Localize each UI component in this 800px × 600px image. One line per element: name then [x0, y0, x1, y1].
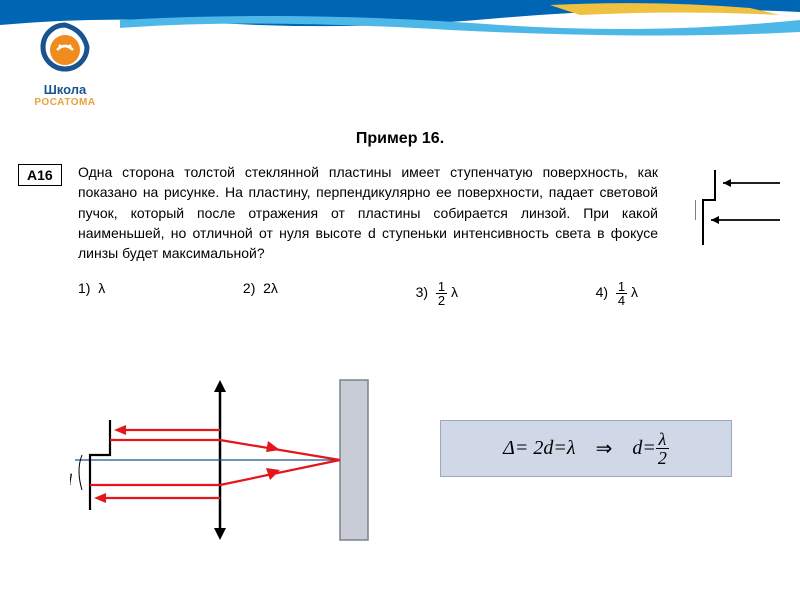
optics-diagram: d — [70, 370, 390, 550]
option-1: 1) λ — [78, 280, 105, 307]
formula-box: Δ = 2d = λ ⇒ d = λ2 — [440, 420, 732, 477]
option-2: 2) 2λ — [243, 280, 278, 307]
header-band — [0, 0, 800, 50]
logo: Школа РОСАТОМА — [20, 20, 110, 108]
answer-options: 1) λ 2) 2λ 3) 12 λ 4) 14 λ — [78, 280, 638, 307]
option-4: 4) 14 λ — [596, 280, 638, 307]
d-label-optics: d — [70, 472, 73, 489]
option-3: 3) 12 λ — [416, 280, 458, 307]
problem-label: А16 — [18, 164, 62, 186]
logo-text-1: Школа — [20, 82, 110, 97]
logo-icon — [35, 20, 95, 75]
example-title: Пример 16. — [0, 130, 800, 148]
step-diagram-small: d — [695, 165, 785, 255]
problem-text: Одна сторона толстой стеклянной пластины… — [78, 162, 658, 263]
logo-text-2: РОСАТОМА — [20, 97, 110, 108]
